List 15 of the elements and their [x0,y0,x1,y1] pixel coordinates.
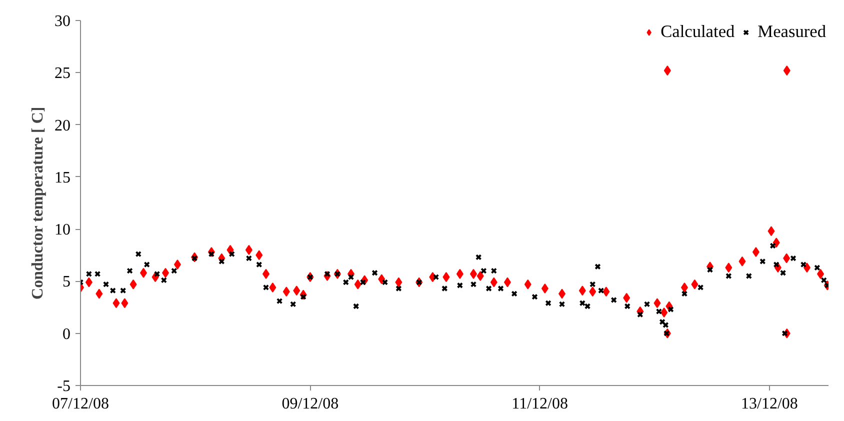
x-tick-label: 13/12/08 [741,396,798,412]
x-tick-label: 09/12/08 [282,396,339,412]
y-tick-label: 20 [54,117,70,134]
y-tick-label: 15 [54,169,70,186]
legend-label: Measured [758,22,826,42]
x-tick-label: 11/12/08 [512,396,568,412]
y-tick-label: 5 [62,274,70,291]
y-tick-label: 25 [54,65,70,82]
y-tick-label: 30 [54,13,70,30]
x-tick-label: 07/12/08 [52,396,109,412]
y-tick-label: 0 [62,326,70,343]
y-axis-title: Conductor temperature [ C] [30,106,46,300]
y-tick-label: -5 [57,378,70,395]
legend-label: Calculated [660,22,735,42]
y-tick-label: 10 [54,222,70,239]
